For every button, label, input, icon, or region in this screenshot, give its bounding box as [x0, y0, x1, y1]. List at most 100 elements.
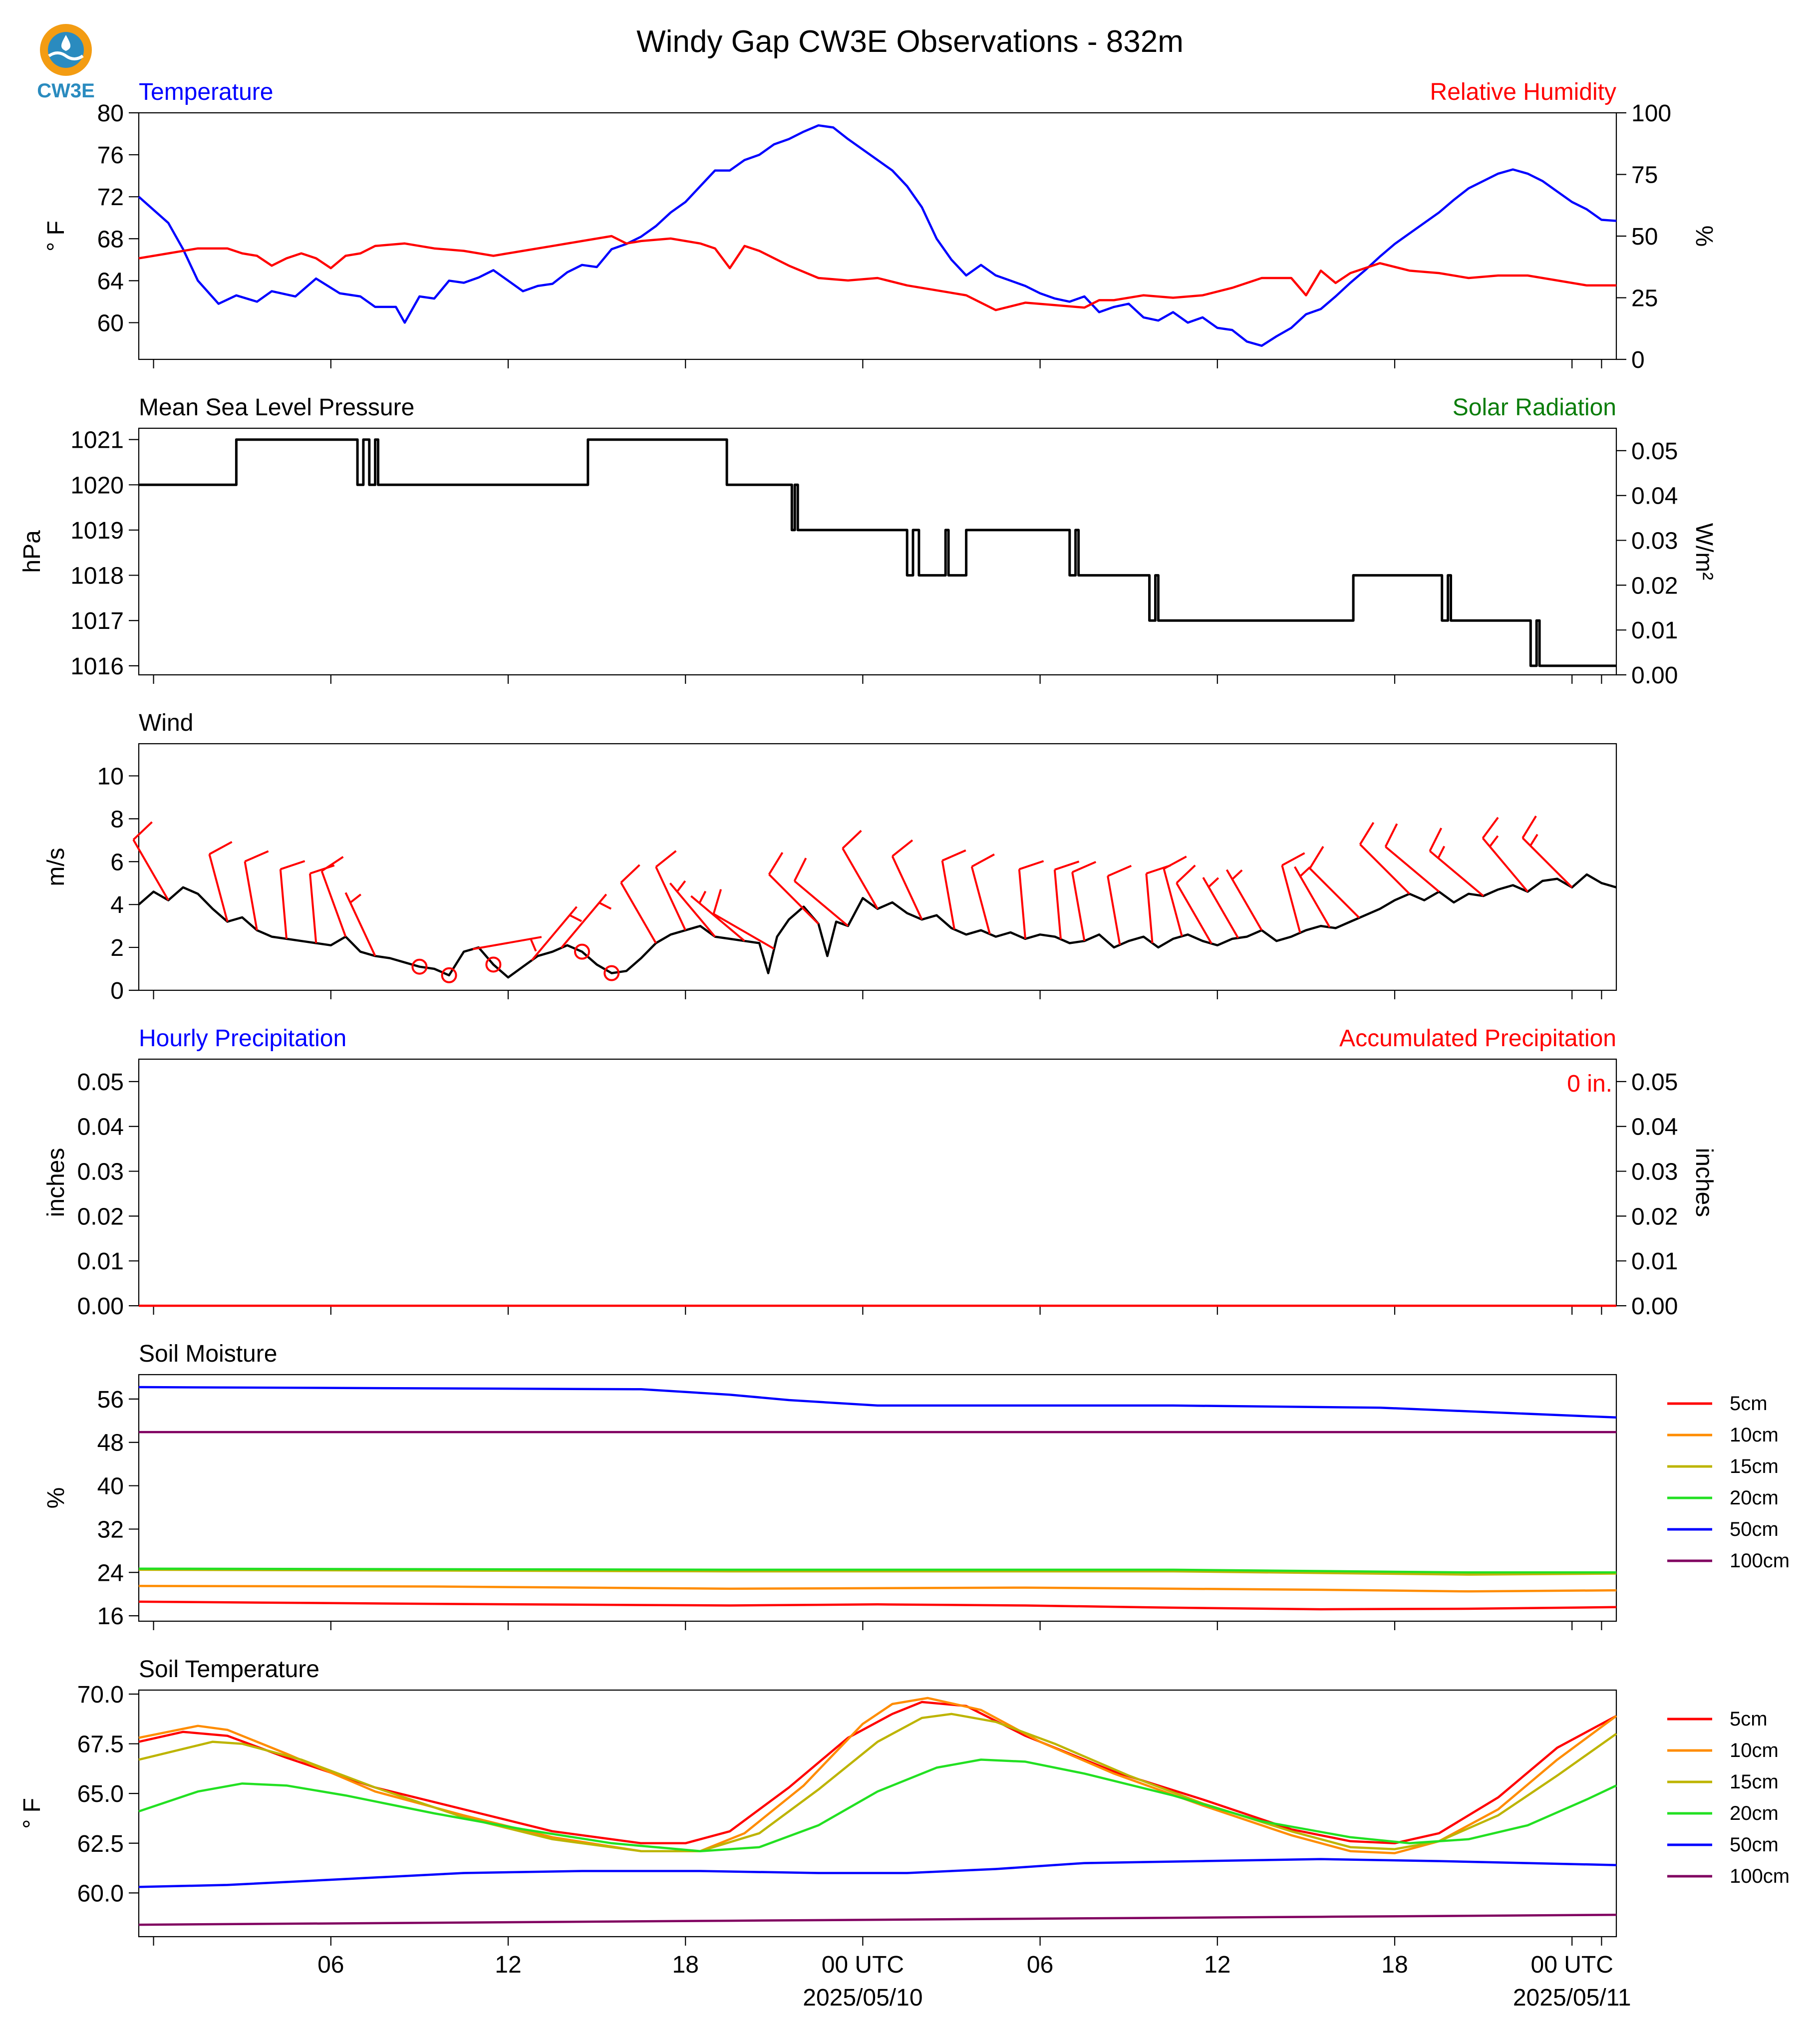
legend-label: 10cm — [1730, 1739, 1779, 1761]
y-tick-label: 1016 — [70, 653, 124, 680]
barb-half-flag — [1437, 846, 1446, 859]
series-line-10cm — [138, 1697, 1617, 1854]
y-tick-label-right: 50 — [1631, 224, 1658, 250]
y-tick-label-right: 0.05 — [1631, 438, 1678, 465]
y-tick-label-right: 0.00 — [1631, 662, 1678, 689]
figure-title: Windy Gap CW3E Observations - 832m — [636, 24, 1184, 59]
plot-frame — [138, 112, 1617, 360]
plot-frame — [138, 743, 1617, 991]
series-line-15cm — [138, 1568, 1617, 1576]
series-line-50cm — [138, 1858, 1617, 1888]
y-tick-label: 10 — [97, 763, 124, 790]
barb-flag — [244, 850, 269, 863]
barb-flag — [655, 850, 677, 868]
barb-flag — [620, 864, 640, 883]
y-tick-label: 72 — [97, 184, 124, 211]
series-line-5cm — [138, 1701, 1617, 1845]
y-tick-label: 80 — [97, 100, 124, 127]
y-axis-label: ° F — [43, 221, 69, 252]
barb-staff — [768, 873, 820, 925]
y-tick-label: 0.05 — [77, 1069, 124, 1096]
legend-label: 20cm — [1730, 1487, 1779, 1509]
barb-flag — [309, 864, 335, 874]
legend: 5cm 10cm 15cm 20cm 50cm 100cm — [1667, 1708, 1790, 1887]
series-line-wind-speed — [138, 873, 1617, 979]
series-line-10cm — [138, 1585, 1617, 1593]
series-line-temperature — [138, 124, 1617, 347]
panel-5: Soil Moisture 56 48 40 32 24 16% 5cm 10cm 15cm 20c… — [43, 1341, 1790, 1630]
time-axis: 06 12 18 00 UTC 06 12 18 00 UTC 2025/05/10 2025/0… — [317, 1952, 1631, 2011]
barb-staff — [1202, 876, 1239, 939]
series-line-50cm — [138, 1386, 1617, 1419]
barb-half-flag — [599, 901, 612, 910]
y-tick-label-right: 0.03 — [1631, 1159, 1678, 1185]
barb-flag — [793, 858, 807, 882]
barb-staff — [1018, 869, 1026, 939]
time-tick-label: 06 — [1027, 1952, 1053, 1978]
barb-staff — [531, 906, 578, 961]
panel-6: Soil Temperature 70.0 67.5 65.0 62.5 60.0 ° F 5… — [19, 1656, 1790, 1946]
barb-staff — [713, 913, 775, 950]
y-tick-label: 0.04 — [77, 1114, 124, 1141]
legend-label: 20cm — [1730, 1802, 1779, 1824]
panel-1: Temperature Relative Humidity 80 76 72 68 64 60… — [43, 79, 1717, 373]
legend-label: 15cm — [1730, 1455, 1779, 1477]
date-label: 2025/05/10 — [803, 1985, 922, 2011]
barb-staff — [1225, 869, 1263, 931]
barb-staff — [1385, 846, 1440, 892]
plot-frame — [138, 1058, 1617, 1307]
y-axis-label: % — [43, 1487, 69, 1509]
calm-circle — [441, 967, 457, 983]
logo-drop-icon — [61, 35, 71, 51]
barb-half-flag — [349, 893, 361, 903]
barb-flag — [1107, 865, 1132, 877]
barb-staff — [655, 866, 687, 931]
y-tick-label: 65.0 — [77, 1781, 124, 1807]
barb-staff — [1429, 850, 1484, 897]
barb-half-flag — [676, 880, 686, 892]
barb-flag — [1072, 861, 1097, 873]
y-tick-label: 62.5 — [77, 1831, 124, 1857]
plot-frame — [138, 427, 1617, 676]
y-tick-label: 0.02 — [77, 1203, 124, 1230]
barb-half-flag — [1299, 866, 1311, 877]
barb-flag — [892, 839, 913, 857]
barb-staff — [1294, 866, 1331, 928]
barb-staff — [1145, 873, 1154, 943]
barb-flag — [1521, 815, 1537, 839]
y-tick-label: 68 — [97, 226, 124, 253]
barb-staff — [561, 893, 607, 949]
barb-staff — [320, 870, 347, 937]
y-tick-label: 1021 — [70, 427, 124, 454]
barb-staff — [1176, 882, 1213, 944]
plot-frame — [138, 1689, 1617, 1938]
barb-staff — [472, 936, 542, 950]
calm-circle — [574, 943, 590, 960]
calm-circle — [411, 958, 428, 975]
series-line-relative-humidity — [138, 235, 1616, 311]
panel-2: Mean Sea Level Pressure Solar Radiation 10… — [19, 394, 1717, 689]
barb-staff — [244, 861, 258, 931]
barb-half-flag — [1208, 877, 1219, 888]
barb-flag — [1176, 865, 1196, 884]
barb-staff — [1521, 837, 1573, 888]
barb-flag — [1281, 852, 1305, 867]
y-tick-label-right: 0.05 — [1631, 1069, 1678, 1096]
panel-title-left: Soil Temperature — [139, 1656, 319, 1683]
y-tick-label-right: 0.04 — [1631, 1114, 1678, 1141]
barb-staff — [669, 882, 716, 937]
y-tick-label: 67.5 — [77, 1732, 124, 1758]
barb-staff — [941, 860, 955, 930]
barb-staff — [794, 880, 849, 927]
y-tick-label: 1019 — [70, 518, 124, 544]
barb-staff — [1482, 837, 1528, 892]
y-tick-label: 0.01 — [77, 1248, 124, 1275]
time-tick-label: 00 UTC — [822, 1952, 904, 1978]
y-tick-label: 32 — [97, 1516, 124, 1543]
date-label: 2025/05/11 — [1513, 1985, 1631, 2011]
time-tick-label: 06 — [317, 1952, 344, 1978]
y-tick-label: 70.0 — [77, 1682, 124, 1708]
y-tick-label-right: 25 — [1631, 286, 1658, 312]
y-tick-label: 60 — [97, 310, 124, 336]
barb-staff — [132, 839, 169, 901]
